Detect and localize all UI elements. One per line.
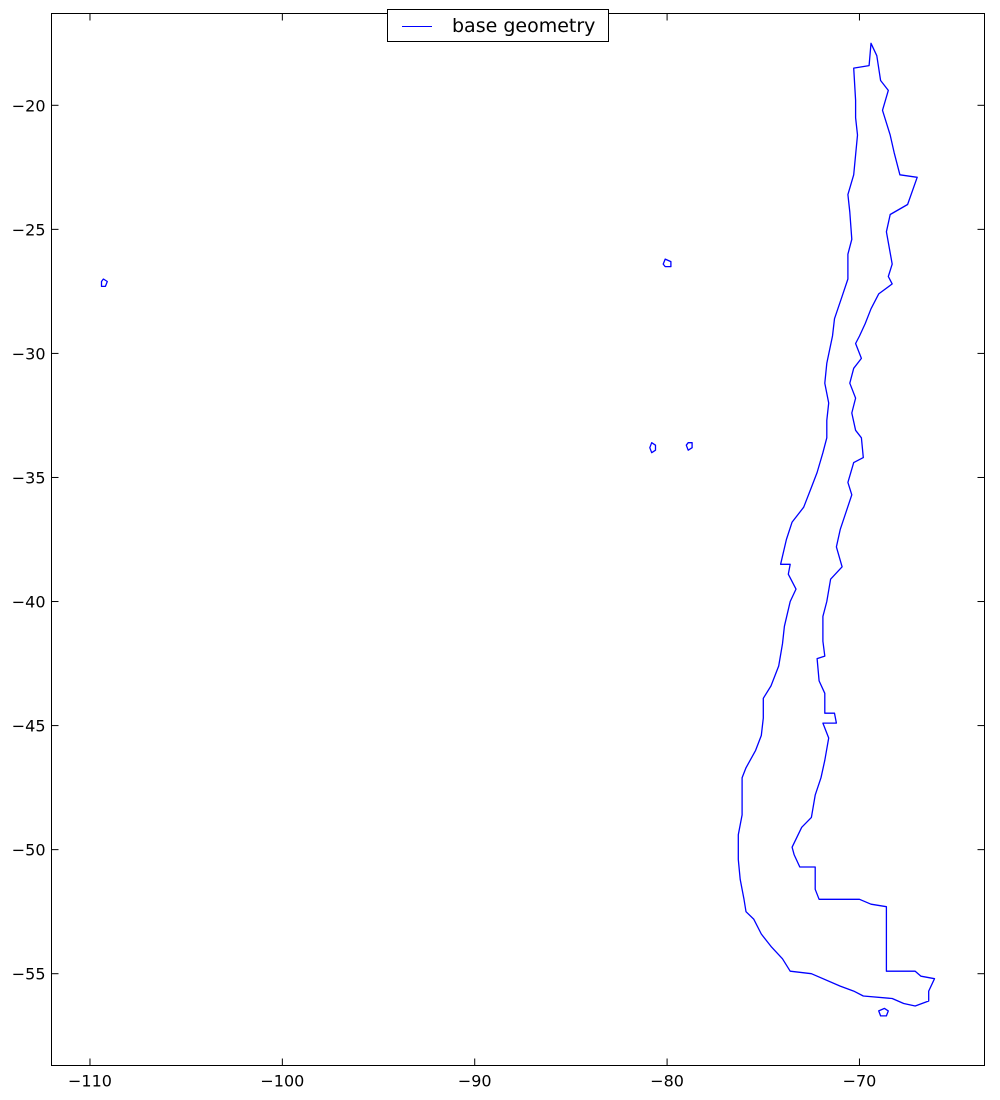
x-tick-label: −110 xyxy=(68,1072,112,1091)
geometry-outline-robinson-crusoe-island xyxy=(685,442,693,451)
x-tick-label: −90 xyxy=(458,1072,492,1091)
legend-line-swatch xyxy=(402,26,432,27)
x-tick-label: −70 xyxy=(843,1072,877,1091)
y-tick-label: −30 xyxy=(12,344,46,363)
geometry-outline-easter-island xyxy=(100,278,108,288)
x-tick-label: −80 xyxy=(650,1072,684,1091)
geometry-outline-diego-ramirez-island xyxy=(878,1007,889,1017)
y-tick-label: −35 xyxy=(12,468,46,487)
x-axis-tick-labels: −110 −100 −90 −80 −70 xyxy=(68,1072,876,1091)
geometry-outline-san-felix-island xyxy=(662,258,672,268)
y-axis-tick-labels: −20 −25 −30 −35 −40 −45 −50 −55 xyxy=(12,96,46,983)
y-tick-label: −40 xyxy=(12,593,46,612)
geometry-outline-alejandro-selkirk-island xyxy=(649,442,657,454)
y-tick-label: −25 xyxy=(12,220,46,239)
axis-ticks xyxy=(51,13,985,1066)
series-layer xyxy=(100,42,936,1017)
legend-label: base geometry xyxy=(452,15,596,37)
y-tick-label: −20 xyxy=(12,96,46,115)
y-tick-label: −50 xyxy=(12,841,46,860)
y-tick-label: −55 xyxy=(12,965,46,984)
legend: base geometry xyxy=(387,9,609,42)
y-tick-label: −45 xyxy=(12,717,46,736)
x-tick-label: −100 xyxy=(260,1072,304,1091)
plot-area-frame xyxy=(51,13,985,1066)
geometry-outline-mainland xyxy=(737,42,936,1007)
